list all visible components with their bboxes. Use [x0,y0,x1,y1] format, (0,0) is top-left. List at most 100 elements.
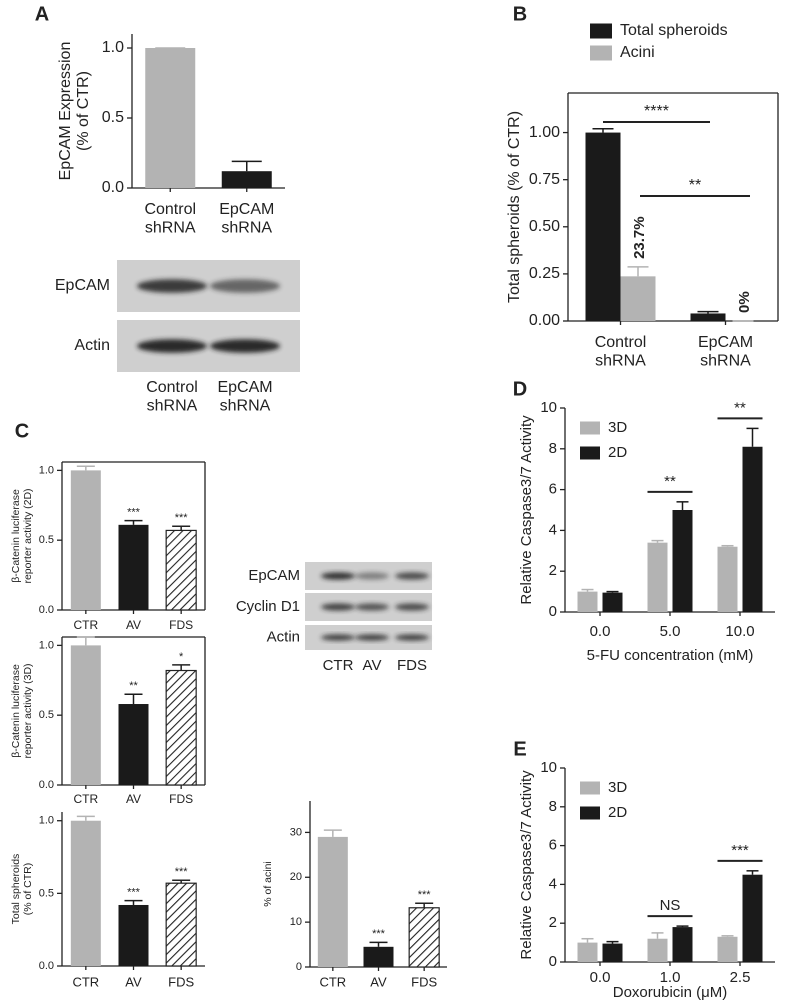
blot-band [395,572,429,580]
blot-band [395,634,429,641]
bar [647,938,668,962]
panel-label: A [35,3,49,25]
blot-band [355,603,389,611]
blot-band [321,634,355,641]
bar [317,836,348,967]
x-axis-label: Doxorubicin (μM) [613,984,728,1001]
bar [363,946,394,967]
y-axis-label: β-Catenin luciferasereporter activity (2… [10,488,34,583]
y-tick-label: 1.0 [102,39,124,56]
error-bar [651,932,664,939]
x-tick-label: CTR [72,974,99,989]
bar [672,927,693,962]
y-tick-label: 0.25 [529,265,560,282]
error-bar [124,519,143,525]
blot-band [137,339,207,353]
y-axis-label: Relative Caspase3/7 Activity [518,415,535,605]
y-tick-label: 1.0 [39,639,54,651]
bar [602,592,623,612]
bar [118,904,149,966]
bar [577,942,598,962]
error-bar [76,815,95,821]
y-tick-label: 8 [549,440,557,457]
bar [577,591,598,612]
error-bar [172,879,191,884]
blot-band [137,279,207,293]
x-tick-label: CTR [73,618,98,632]
blot-lane-label: FDS [397,657,427,674]
error-bar [651,539,664,543]
legend-swatch [590,45,612,61]
y-tick-label: 4 [549,875,557,892]
y-tick-label: 10 [540,759,557,776]
x-tick-label: FDS [168,974,194,989]
legend-swatch [580,781,600,795]
significance: **** [644,103,669,120]
x-tick-label: AV [125,974,142,989]
x-axis-label: 5-FU concentration (mM) [587,647,754,664]
bar [118,524,149,610]
x-tick-label: 2.5 [730,969,751,986]
error-bar [746,870,759,875]
bar [118,704,149,785]
y-tick-label: 2 [549,562,557,579]
significance: *** [175,512,189,524]
blot-band [355,634,389,641]
y-tick-label: 0.00 [529,312,560,329]
x-tick-label: Control shRNA [595,334,647,369]
x-tick-label: 5.0 [660,623,681,640]
y-tick-label: 0.5 [102,109,124,126]
x-tick-label: 1.0 [660,969,681,986]
error-bar [676,501,689,510]
y-tick-label: 20 [290,871,302,883]
y-tick-label: 6 [549,481,557,498]
significance: *** [731,842,749,859]
y-axis-label: Relative Caspase3/7 Activity [518,770,535,960]
legend-swatch [580,421,600,435]
panel-label: C [15,420,29,442]
bar [742,874,763,962]
bar [620,276,656,321]
significance: NS [660,897,681,914]
y-axis-label: Total spheroids(% of CTR) [10,854,34,925]
x-tick-label: FDS [411,974,437,989]
x-tick-label: CTR [319,974,346,989]
bar [690,313,726,321]
y-tick-label: 0.0 [39,604,54,616]
error-bar [606,590,619,593]
blot-lane-label: Control shRNA [146,379,198,414]
significance: ** [734,399,746,416]
y-tick-label: 0.5 [39,534,54,546]
y-tick-label: 10 [290,916,302,928]
y-tick-label: 30 [290,826,302,838]
blot-row-label: EpCAM [248,567,300,584]
error-bar [721,935,734,937]
y-tick-label: 0.0 [102,179,124,196]
y-axis-label: EpCAM Expression(% of CTR) [57,42,92,181]
significance: * [179,651,184,663]
x-tick-label: EpCAM shRNA [219,201,274,236]
y-tick-label: 1.0 [39,815,54,827]
blot-lane-label: AV [363,657,382,674]
blot-band [210,339,280,353]
y-tick-label: 0.0 [39,960,54,972]
bar [585,132,621,321]
significance: ** [129,680,138,692]
bar [165,669,197,786]
x-tick-label: 0.0 [590,623,611,640]
error-bar [76,636,95,646]
y-tick-label: 0.75 [529,171,560,188]
bar [70,645,101,785]
value-label: 0% [736,291,753,313]
bar [602,943,623,962]
bar [742,446,763,612]
bar [647,542,668,612]
blot-row-label: Actin [267,628,300,645]
significance: *** [127,507,141,519]
y-tick-label: 1.00 [529,124,560,141]
y-tick-label: 0 [296,961,302,973]
panel-label: D [513,378,527,400]
error-bar [721,544,734,547]
y-tick-label: 1.0 [39,464,54,476]
y-tick-label: 4 [549,521,557,538]
